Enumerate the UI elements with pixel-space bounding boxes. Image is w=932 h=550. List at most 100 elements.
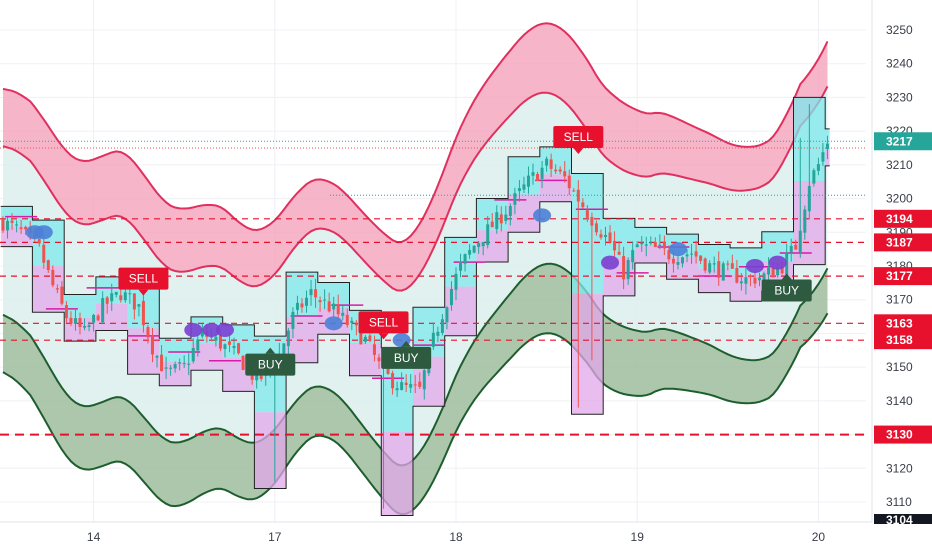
y-tick-label: 3120 bbox=[886, 461, 913, 475]
buy-signal: BUY bbox=[761, 273, 812, 302]
candle-body bbox=[658, 244, 662, 246]
candle-body bbox=[454, 273, 458, 290]
candle-body bbox=[717, 261, 721, 278]
candle-body bbox=[105, 297, 109, 304]
candle-body bbox=[681, 257, 684, 264]
candle-body bbox=[400, 382, 404, 390]
price-level-badge-label: 3177 bbox=[886, 269, 913, 283]
candle-body bbox=[576, 189, 580, 202]
candle-body bbox=[780, 266, 784, 274]
candle-body bbox=[522, 184, 526, 190]
candle-body bbox=[64, 305, 68, 319]
price-level-badge-label: 3130 bbox=[886, 428, 913, 442]
inner-channel bbox=[3, 86, 828, 466]
candle-body bbox=[545, 158, 549, 166]
y-tick-label: 3210 bbox=[886, 158, 913, 172]
candle-body bbox=[603, 234, 607, 238]
candle-body bbox=[327, 301, 331, 312]
candle-body bbox=[549, 159, 553, 169]
candle-body bbox=[712, 263, 716, 265]
candle-body bbox=[137, 304, 141, 307]
candle-body bbox=[19, 227, 23, 229]
price-level-badge bbox=[874, 331, 932, 350]
y-tick-label: 3200 bbox=[886, 192, 913, 206]
candle-body bbox=[114, 291, 118, 295]
candle-body bbox=[445, 307, 449, 323]
candle-body bbox=[101, 298, 105, 323]
candle-body bbox=[200, 328, 204, 337]
candle-body bbox=[418, 381, 422, 387]
sell-signal-label: SELL bbox=[369, 315, 399, 329]
sell-signal-box bbox=[358, 311, 409, 334]
candle-body bbox=[825, 143, 829, 150]
candle-body bbox=[150, 335, 154, 355]
candle-body bbox=[191, 348, 195, 362]
candle-body bbox=[558, 169, 562, 172]
candle-body bbox=[581, 202, 585, 208]
candle-body bbox=[798, 230, 802, 253]
candle-body bbox=[160, 354, 164, 372]
candle-body bbox=[644, 244, 648, 246]
lower-band-outer-line bbox=[2, 312, 829, 516]
candle-body bbox=[318, 300, 322, 303]
candle-body bbox=[821, 152, 825, 162]
candle-body bbox=[55, 288, 59, 290]
candle-body bbox=[477, 243, 481, 247]
candle-body bbox=[554, 169, 558, 172]
candle-body bbox=[259, 372, 263, 379]
candle-body bbox=[762, 273, 766, 281]
x-tick-label: 18 bbox=[449, 530, 463, 544]
candle-body bbox=[690, 253, 694, 255]
plot-area: SELL SELL SELL BUY BUY BUY bbox=[0, 0, 866, 522]
candle-body bbox=[359, 327, 363, 345]
signal-dot bbox=[668, 242, 687, 257]
candle-body bbox=[345, 314, 349, 326]
sell-signal: SELL bbox=[118, 267, 169, 296]
candle-body bbox=[309, 289, 313, 296]
candle-body bbox=[368, 335, 372, 342]
signal-dots bbox=[25, 208, 787, 348]
candle-body bbox=[51, 269, 55, 286]
buy-signal-label: BUY bbox=[394, 351, 419, 365]
candle-body bbox=[15, 224, 19, 226]
candle-body bbox=[590, 216, 594, 226]
candle-body bbox=[767, 267, 771, 275]
candle-body bbox=[422, 370, 426, 390]
price-level-badge bbox=[874, 233, 932, 252]
candle-body bbox=[653, 242, 657, 247]
sell-signal-pointer bbox=[573, 148, 584, 154]
candle-body bbox=[526, 175, 530, 187]
candle-body bbox=[816, 164, 820, 171]
candle-body bbox=[735, 267, 739, 283]
candle-body bbox=[649, 242, 653, 244]
candle-body bbox=[508, 206, 512, 216]
candle-body bbox=[490, 221, 494, 228]
signal-dot bbox=[768, 255, 787, 270]
candle-body bbox=[640, 242, 644, 245]
candle-body bbox=[531, 172, 535, 176]
candle-body bbox=[282, 343, 286, 355]
buy-signal: BUY bbox=[245, 347, 296, 376]
candle-body bbox=[739, 281, 743, 284]
candle-body bbox=[146, 327, 150, 338]
candle-body bbox=[173, 364, 177, 369]
candle-body bbox=[694, 251, 698, 257]
candle-body bbox=[785, 253, 789, 277]
price-level-badge-label: 3163 bbox=[886, 316, 913, 330]
candle-body bbox=[169, 367, 173, 369]
candle-body bbox=[132, 293, 136, 310]
candle-body bbox=[241, 355, 245, 371]
candle-body bbox=[42, 244, 46, 263]
candle-body bbox=[123, 292, 127, 301]
price-level-badge-label: 3187 bbox=[886, 235, 913, 249]
candle-body bbox=[286, 330, 290, 347]
candle-body bbox=[667, 250, 671, 260]
sell-signal-box bbox=[118, 267, 169, 290]
signal-dot bbox=[601, 255, 620, 270]
candle-body bbox=[110, 293, 114, 302]
candle-body bbox=[223, 344, 227, 350]
candle-body bbox=[513, 193, 517, 205]
y-tick-label: 3110 bbox=[886, 495, 912, 509]
candle-body bbox=[572, 190, 576, 192]
axis-stub-label: 3104 bbox=[886, 513, 913, 527]
